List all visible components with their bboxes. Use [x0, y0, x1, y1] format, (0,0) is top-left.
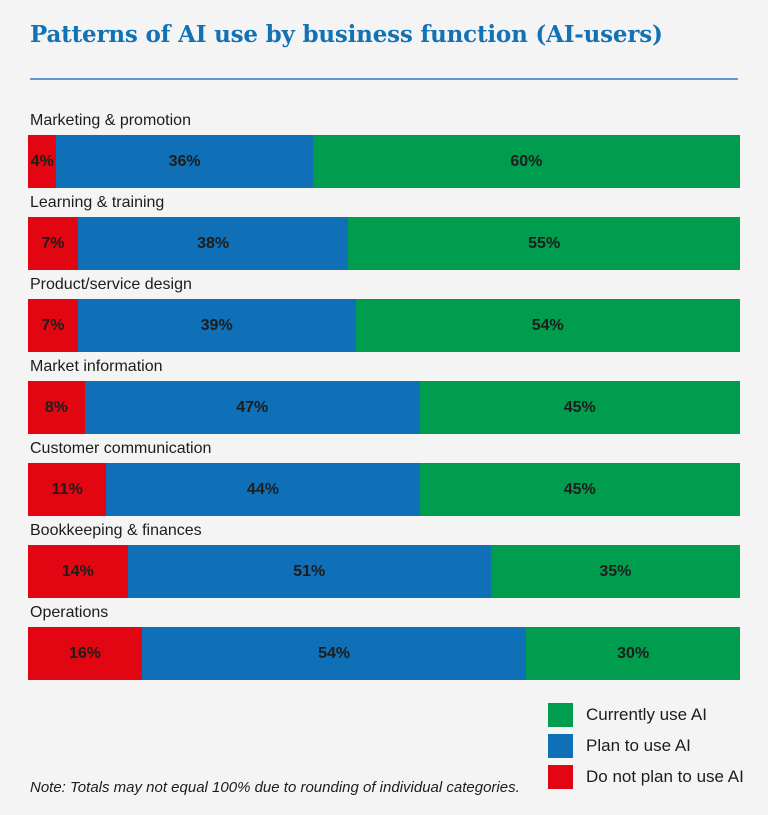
legend-swatch-do-not-plan-to-use-ai — [548, 765, 573, 789]
bar-segment-plan-to-use-ai: 38% — [77, 217, 349, 270]
bar-segment-do-not-plan-to-use-ai: 14% — [28, 545, 128, 598]
bar-segment-do-not-plan-to-use-ai: 16% — [28, 627, 142, 680]
chart-row: Learning & training 7% 38% 55% — [28, 194, 740, 270]
category-label: Bookkeeping & finances — [30, 522, 202, 539]
category-label: Product/service design — [30, 276, 192, 293]
bar-segment-currently-use-ai: 45% — [419, 463, 740, 516]
chart-row: Customer communication 11% 44% 45% — [28, 440, 740, 516]
stacked-bar: 16% 54% 30% — [28, 627, 740, 680]
bar-segment-do-not-plan-to-use-ai: 4% — [28, 135, 57, 188]
bar-segment-plan-to-use-ai: 54% — [141, 627, 527, 680]
bar-segment-plan-to-use-ai: 44% — [106, 463, 420, 516]
bar-segment-plan-to-use-ai: 51% — [127, 545, 491, 598]
bar-segment-currently-use-ai: 60% — [312, 135, 740, 188]
category-label: Learning & training — [30, 194, 165, 211]
legend-swatch-currently-use-ai — [548, 703, 573, 727]
chart-row: Product/service design 7% 39% 54% — [28, 276, 740, 352]
chart-rows: Marketing & promotion 4% 36% 60% Learning & … — [28, 112, 740, 680]
bar-segment-currently-use-ai: 55% — [348, 217, 740, 270]
bar-segment-plan-to-use-ai: 39% — [77, 299, 356, 352]
legend-item-do-not-plan-to-use-ai: Do not plan to use AI — [548, 765, 744, 789]
bar-segment-currently-use-ai: 45% — [419, 381, 740, 434]
bar-segment-currently-use-ai: 54% — [355, 299, 740, 352]
chart-row: Operations 16% 54% 30% — [28, 604, 740, 680]
legend-label: Plan to use AI — [586, 736, 691, 755]
category-label: Market information — [30, 358, 163, 375]
chart-row: Bookkeeping & finances 14% 51% 35% — [28, 522, 740, 598]
stacked-bar: 4% 36% 60% — [28, 135, 740, 188]
bar-segment-plan-to-use-ai: 47% — [84, 381, 420, 434]
bar-segment-do-not-plan-to-use-ai: 11% — [28, 463, 107, 516]
chart-title: Patterns of AI use by business function … — [30, 21, 663, 48]
bar-segment-currently-use-ai: 30% — [526, 627, 740, 680]
category-label: Marketing & promotion — [30, 112, 191, 129]
legend: Currently use AI Plan to use AI Do not p… — [548, 703, 744, 796]
stacked-bar: 11% 44% 45% — [28, 463, 740, 516]
category-label: Operations — [30, 604, 109, 621]
stacked-bar: 14% 51% 35% — [28, 545, 740, 598]
stacked-bar: 8% 47% 45% — [28, 381, 740, 434]
bar-segment-do-not-plan-to-use-ai: 8% — [28, 381, 85, 434]
chart-row: Market information 8% 47% 45% — [28, 358, 740, 434]
bar-segment-do-not-plan-to-use-ai: 7% — [28, 299, 78, 352]
bar-segment-plan-to-use-ai: 36% — [56, 135, 313, 188]
category-label: Customer communication — [30, 440, 212, 457]
legend-swatch-plan-to-use-ai — [548, 734, 573, 758]
chart-row: Marketing & promotion 4% 36% 60% — [28, 112, 740, 188]
stacked-bar: 7% 38% 55% — [28, 217, 740, 270]
stacked-bar: 7% 39% 54% — [28, 299, 740, 352]
title-divider — [30, 78, 738, 80]
legend-label: Do not plan to use AI — [586, 767, 744, 786]
legend-item-currently-use-ai: Currently use AI — [548, 703, 744, 727]
legend-label: Currently use AI — [586, 705, 707, 724]
bar-segment-currently-use-ai: 35% — [490, 545, 740, 598]
footnote: Note: Totals may not equal 100% due to r… — [30, 779, 520, 796]
bar-segment-do-not-plan-to-use-ai: 7% — [28, 217, 78, 270]
legend-item-plan-to-use-ai: Plan to use AI — [548, 734, 744, 758]
